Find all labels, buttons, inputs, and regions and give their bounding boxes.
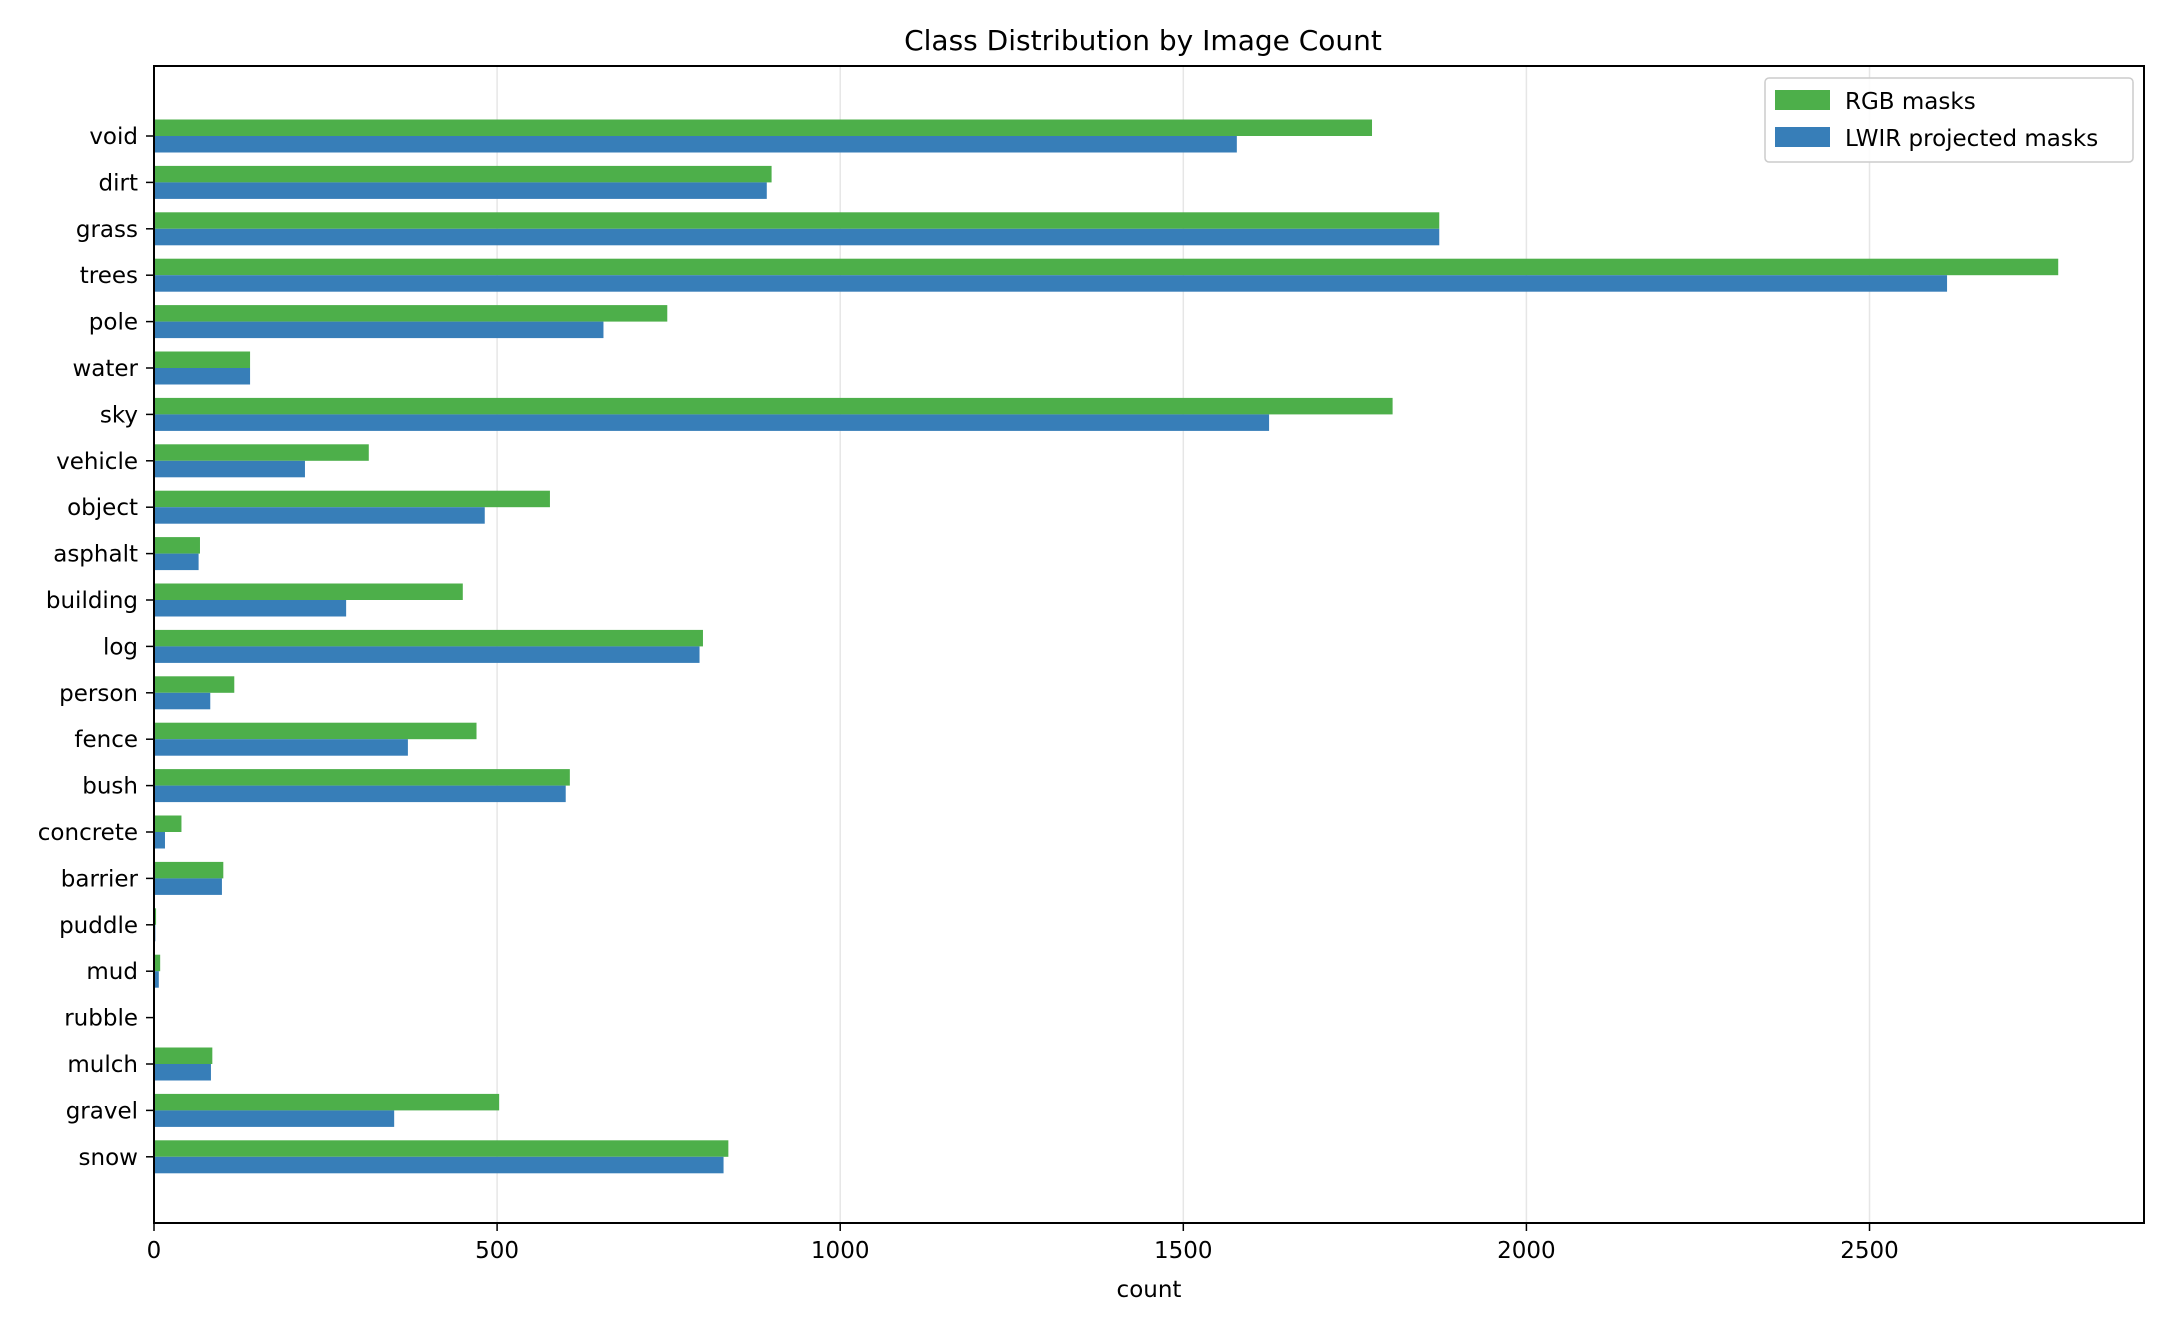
- bar-lwir-projected-masks-building: [154, 600, 347, 617]
- bar-lwir-projected-masks-grass: [154, 228, 1440, 246]
- bar-lwir-projected-masks-sky: [154, 414, 1270, 431]
- y-tick-label-concrete: concrete: [38, 820, 138, 846]
- y-tick-label-trees: trees: [80, 263, 138, 289]
- bar-rgb-masks-concrete: [154, 815, 182, 832]
- x-tick-label-2500: 2500: [1840, 1238, 1899, 1264]
- legend-frame: [1764, 77, 2134, 163]
- bar-lwir-projected-masks-pole: [154, 321, 604, 339]
- x-tick-label-1000: 1000: [811, 1238, 870, 1264]
- y-axis: void dirt grass trees pole water sky vehicle obj…: [38, 124, 154, 1171]
- x-tick-label-0: 0: [147, 1238, 162, 1264]
- y-tick-label-puddle: puddle: [59, 913, 138, 939]
- x-tick-label-1500: 1500: [1154, 1238, 1213, 1264]
- y-tick-label-bush: bush: [82, 774, 138, 800]
- legend-label-lwir-projected-masks: LWIR projected masks: [1845, 126, 2098, 152]
- x-tick-label-2000: 2000: [1497, 1238, 1556, 1264]
- series-lwir-projected-masks: [154, 136, 1948, 1174]
- bar-lwir-projected-masks-barrier: [154, 878, 222, 895]
- bars: [154, 119, 2059, 1174]
- y-tick-label-asphalt: asphalt: [53, 542, 138, 568]
- x-axis: 0 500 1000 1500 2000 2500: [147, 1223, 1899, 1264]
- y-tick-label-water: water: [72, 356, 138, 382]
- bar-lwir-projected-masks-mulch: [154, 1064, 211, 1081]
- bar-lwir-projected-masks-void: [154, 136, 1237, 153]
- bar-lwir-projected-masks-mud: [154, 971, 159, 988]
- bar-rgb-masks-barrier: [154, 861, 224, 879]
- y-tick-label-gravel: gravel: [66, 1098, 138, 1124]
- bar-rgb-masks-asphalt: [154, 537, 200, 554]
- x-axis-label: count: [1117, 1277, 1182, 1303]
- y-tick-label-sky: sky: [100, 402, 138, 428]
- chart-title: Class Distribution by Image Count: [904, 24, 1382, 57]
- y-tick-label-mud: mud: [86, 959, 138, 985]
- bar-lwir-projected-masks-dirt: [154, 182, 767, 199]
- bar-lwir-projected-masks-concrete: [154, 832, 165, 849]
- bar-lwir-projected-masks-object: [154, 507, 485, 524]
- legend: RGB masks LWIR projected masks: [1764, 77, 2134, 163]
- bar-rgb-masks-person: [154, 676, 235, 693]
- bar-rgb-masks-trees: [154, 258, 2059, 276]
- bar-rgb-masks-mulch: [154, 1047, 213, 1064]
- bar-rgb-masks-snow: [154, 1140, 729, 1157]
- bar-rgb-masks-grass: [154, 212, 1440, 229]
- bar-lwir-projected-masks-trees: [154, 275, 1948, 292]
- bar-lwir-projected-masks-vehicle: [154, 460, 305, 478]
- bar-rgb-masks-building: [154, 583, 463, 600]
- y-tick-label-person: person: [59, 681, 138, 707]
- bar-rgb-masks-gravel: [154, 1093, 500, 1111]
- y-tick-label-object: object: [67, 495, 138, 521]
- y-tick-label-void: void: [89, 124, 138, 150]
- bar-rgb-masks-fence: [154, 722, 477, 740]
- bar-rgb-masks-mud: [154, 954, 161, 972]
- bar-lwir-projected-masks-asphalt: [154, 553, 199, 571]
- y-tick-label-barrier: barrier: [61, 866, 139, 892]
- y-tick-label-vehicle: vehicle: [56, 449, 138, 475]
- bar-rgb-masks-sky: [154, 397, 1393, 415]
- legend-swatch-rgb-masks: [1775, 90, 1830, 110]
- bar-lwir-projected-masks-person: [154, 692, 211, 710]
- bar-rgb-masks-puddle: [154, 908, 157, 925]
- y-tick-label-log: log: [103, 634, 138, 660]
- y-tick-label-building: building: [46, 588, 138, 614]
- bar-lwir-projected-masks-water: [154, 368, 251, 385]
- bar-lwir-projected-masks-log: [154, 646, 700, 663]
- x-tick-label-500: 500: [475, 1238, 519, 1264]
- y-tick-label-mulch: mulch: [67, 1052, 138, 1078]
- bar-lwir-projected-masks-gravel: [154, 1110, 395, 1127]
- legend-label-rgb-masks: RGB masks: [1845, 89, 1976, 115]
- legend-swatch-lwir-projected-masks: [1775, 127, 1830, 147]
- bar-lwir-projected-masks-snow: [154, 1156, 724, 1174]
- y-tick-label-rubble: rubble: [64, 1006, 138, 1032]
- bar-lwir-projected-masks-fence: [154, 739, 408, 756]
- y-tick-label-grass: grass: [76, 217, 138, 243]
- y-tick-label-fence: fence: [74, 727, 138, 753]
- bar-lwir-projected-masks-bush: [154, 785, 566, 803]
- bar-rgb-masks-object: [154, 490, 550, 508]
- bar-rgb-masks-dirt: [154, 165, 772, 183]
- bar-rgb-masks-log: [154, 629, 703, 647]
- plot-area-frame: [153, 65, 2145, 1224]
- series-rgb-masks: [154, 119, 2059, 1157]
- y-tick-label-snow: snow: [79, 1145, 138, 1171]
- bar-rgb-masks-water: [154, 351, 251, 368]
- bar-rgb-masks-bush: [154, 769, 570, 786]
- y-tick-label-pole: pole: [89, 310, 138, 336]
- bar-rgb-masks-pole: [154, 305, 668, 322]
- bar-rgb-masks-vehicle: [154, 444, 369, 461]
- bar-rgb-masks-void: [154, 119, 1373, 136]
- y-tick-label-dirt: dirt: [99, 170, 138, 196]
